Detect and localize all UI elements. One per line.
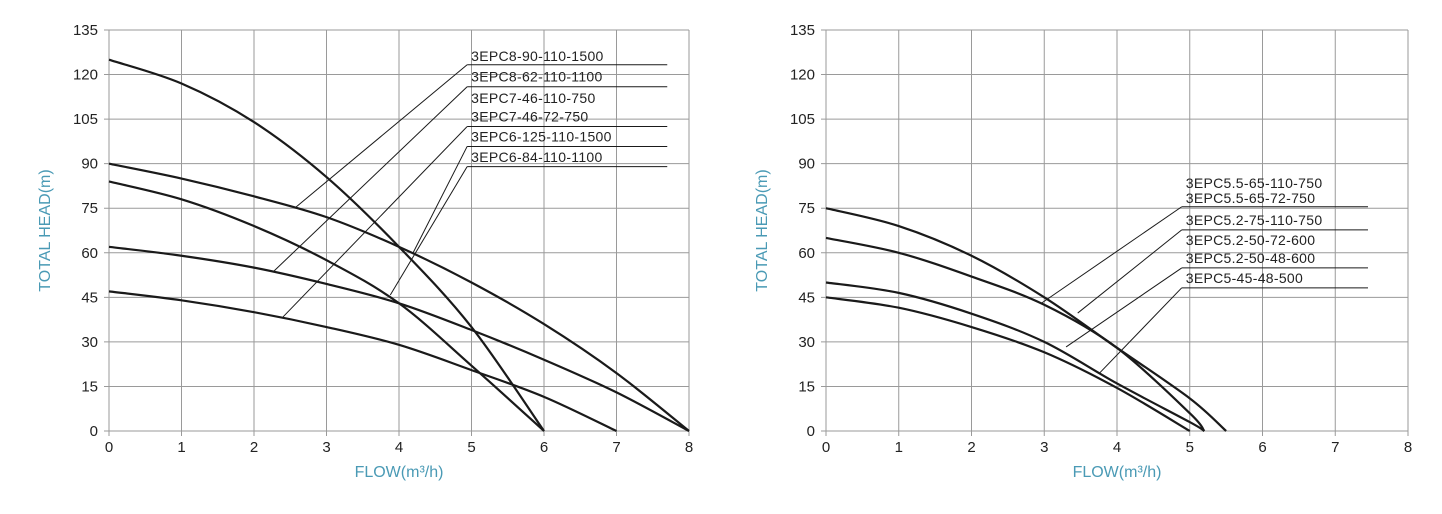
x-tick-label: 3 (322, 439, 330, 456)
x-tick-label: 6 (540, 439, 548, 456)
series-label: 3EPC5.5-65-72-750 (1186, 190, 1316, 206)
label-leader-line (1077, 229, 1183, 314)
x-axis-label: FLOW(m³/h) (355, 464, 444, 481)
x-tick-label: 2 (250, 439, 258, 456)
series-label: 3EPC5.2-50-72-600 (1186, 232, 1316, 248)
x-tick-label: 6 (1258, 439, 1266, 456)
series-label: 3EPC8-62-110-1100 (471, 69, 602, 85)
chart-1: 0 1 2 3 4 5 6 7 80153045607590105120135FLOW(m³/h… (37, 22, 693, 481)
series-line-84-curve (108, 180, 545, 432)
y-axis-label: TOTAL HEAD(m) (754, 169, 771, 291)
y-tick-label: 30 (81, 334, 98, 351)
x-tick-label: 8 (1404, 439, 1412, 456)
label-leader-line (412, 146, 468, 254)
series-label: 3EPC5-45-48-500 (1186, 270, 1303, 286)
x-tick-label: 7 (1331, 439, 1339, 456)
x-tick-label: 1 (177, 439, 185, 456)
x-tick-label: 8 (685, 439, 693, 456)
label-leader-line (1065, 267, 1183, 348)
y-tick-label: 15 (798, 378, 815, 395)
series-label: 3EPC5.2-50-48-600 (1186, 250, 1316, 266)
series-label: 3EPC8-90-110-1500 (471, 48, 603, 64)
y-tick-label: 0 (90, 423, 98, 440)
y-tick-label: 45 (81, 289, 98, 306)
y-tick-label: 135 (790, 22, 815, 39)
y-tick-label: 135 (73, 22, 98, 39)
series-label: 3EPC6-84-110-1100 (471, 149, 602, 165)
x-tick-label: 5 (467, 439, 475, 456)
series-label: 3EPC7-46-110-750 (471, 90, 595, 106)
y-tick-label: 120 (790, 67, 815, 84)
label-leader-line (272, 86, 468, 273)
x-tick-label: 4 (395, 439, 403, 456)
series-line-50-curve (825, 281, 1205, 432)
series-label: 3EPC5.5-65-110-750 (1186, 175, 1323, 191)
x-tick-label: 5 (1186, 439, 1194, 456)
y-tick-label: 90 (81, 156, 98, 173)
label-leader-line (389, 166, 468, 296)
y-tick-label: 105 (790, 111, 815, 128)
series-line-75-curve (825, 207, 1227, 432)
series-line-90-curve (108, 162, 690, 432)
chart-2: 0 1 2 3 4 5 6 7 80153045607590105120135FLOW(m³/h… (754, 22, 1412, 481)
y-tick-label: 105 (73, 111, 98, 128)
x-tick-label: 3 (1040, 439, 1048, 456)
y-tick-label: 60 (798, 245, 815, 262)
series-label: 3EPC6-125-110-1500 (471, 129, 612, 145)
x-tick-label: 0 (105, 439, 113, 456)
series-line-62-curve (108, 245, 690, 432)
label-leader-line (1099, 287, 1183, 374)
series-line-45-curve (825, 296, 1191, 432)
y-tick-label: 75 (798, 200, 815, 217)
series-label: 3EPC7-46-72-750 (471, 108, 588, 124)
y-tick-label: 15 (81, 378, 98, 395)
y-tick-label: 30 (798, 334, 815, 351)
y-tick-label: 75 (81, 200, 98, 217)
x-axis-label: FLOW(m³/h) (1073, 464, 1162, 481)
y-tick-label: 60 (81, 245, 98, 262)
x-tick-label: 2 (967, 439, 975, 456)
y-axis-label: TOTAL HEAD(m) (37, 169, 54, 291)
y-tick-label: 45 (798, 289, 815, 306)
y-tick-label: 120 (73, 67, 98, 84)
series-line-65-curve (825, 236, 1206, 432)
y-tick-label: 0 (807, 423, 815, 440)
series-line-47-curve (108, 290, 617, 432)
x-tick-label: 1 (895, 439, 903, 456)
x-tick-label: 4 (1113, 439, 1121, 456)
label-leader-line (1041, 206, 1183, 304)
x-tick-label: 0 (822, 439, 830, 456)
x-tick-label: 7 (612, 439, 620, 456)
label-leader-line (295, 64, 468, 208)
series-label: 3EPC5.2-75-110-750 (1186, 212, 1323, 228)
y-tick-label: 90 (798, 156, 815, 173)
label-leader-line (282, 126, 468, 318)
